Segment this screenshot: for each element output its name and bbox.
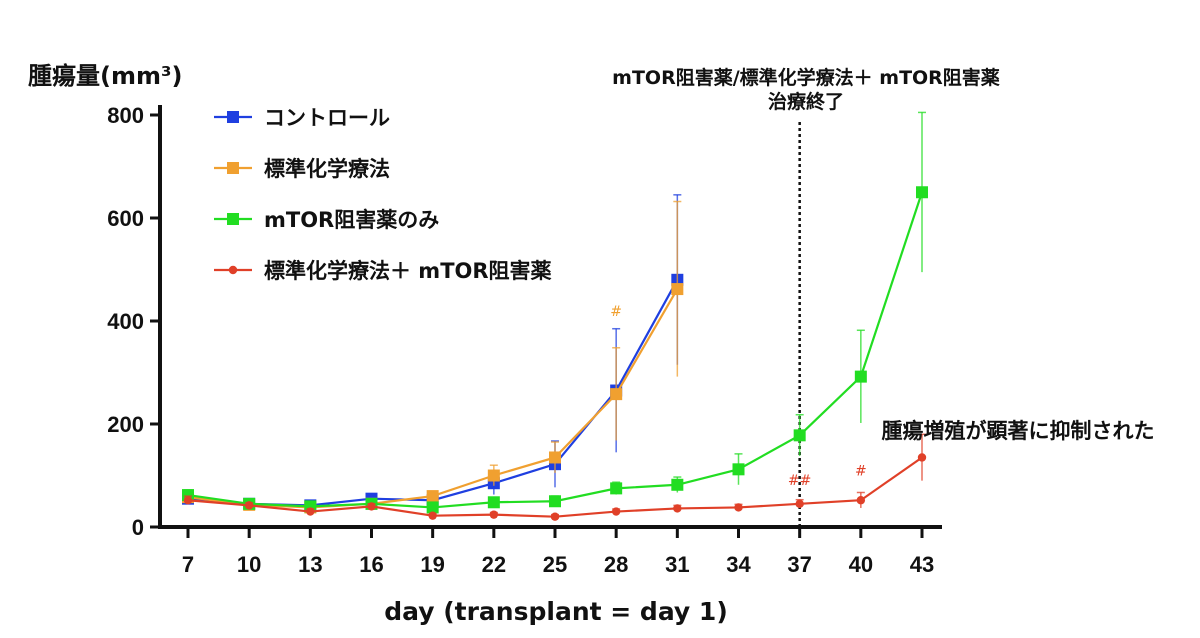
data-point	[426, 501, 439, 514]
legend-item-1: 標準化学療法	[214, 157, 390, 181]
legend-label: 標準化学療法	[264, 157, 390, 181]
data-point	[428, 511, 437, 520]
data-point	[487, 496, 500, 509]
data-point	[550, 512, 560, 521]
y-axis-title: 腫瘍量(mm³)	[28, 62, 182, 90]
data-point	[244, 501, 254, 510]
x-tick-label: 43	[910, 552, 934, 577]
x-tick-label: 40	[849, 552, 873, 577]
data-point	[795, 499, 804, 509]
data-point	[671, 478, 684, 491]
y-tick-label: 800	[107, 103, 144, 128]
data-point	[917, 453, 927, 462]
data-point	[183, 496, 193, 505]
x-tick-label: 19	[420, 552, 444, 577]
x-tick-label: 22	[482, 552, 506, 577]
x-tick-label: 37	[787, 552, 811, 577]
data-point	[793, 429, 806, 442]
series-group	[182, 111, 928, 521]
legend-marker	[227, 111, 239, 123]
data-point	[549, 451, 561, 464]
data-point	[610, 482, 623, 495]
series-0	[182, 194, 684, 512]
series-2	[182, 111, 928, 514]
data-point	[734, 503, 743, 512]
series-1	[182, 200, 684, 514]
data-point	[732, 463, 745, 476]
y-tick-label: 400	[107, 309, 144, 334]
y-tick-label: 600	[107, 206, 144, 231]
series-line	[187, 279, 679, 507]
significance-mark: #	[610, 304, 622, 320]
annotations: ####	[610, 304, 866, 489]
data-point	[916, 186, 928, 199]
x-tick-label: 10	[237, 552, 261, 577]
legend-label: mTOR阻害薬のみ	[264, 208, 439, 232]
x-tick-label: 31	[665, 552, 689, 577]
significance-mark: #	[855, 464, 867, 480]
legend-marker	[228, 265, 238, 275]
suppression-callout: 腫瘍増殖が顕著に抑制された	[882, 419, 1155, 443]
x-tick-label: 34	[726, 552, 751, 577]
legend-label: コントロール	[264, 106, 390, 130]
treatment-end-label-line2: 治療終了	[768, 90, 844, 113]
data-point	[611, 507, 621, 516]
series-line	[187, 288, 679, 509]
legend-label: 標準化学療法＋ mTOR阻害薬	[264, 259, 552, 283]
data-point	[487, 469, 500, 482]
data-point	[306, 507, 315, 516]
treatment-end-label-line1: mTOR阻害薬/標準化学療法＋ mTOR阻害薬	[612, 66, 1000, 89]
legend-item-2: mTOR阻害薬のみ	[214, 208, 439, 232]
legend-marker	[227, 213, 239, 225]
data-point	[671, 283, 684, 296]
series-3	[183, 433, 927, 521]
legend-item-3: 標準化学療法＋ mTOR阻害薬	[214, 259, 552, 283]
x-tick-label: 13	[298, 552, 322, 577]
legend-marker	[227, 162, 239, 174]
legend-item-0: コントロール	[214, 106, 390, 130]
data-point	[673, 504, 682, 513]
x-tick-label: 7	[182, 552, 194, 577]
y-tick-label: 0	[132, 515, 144, 540]
x-tick-label: 16	[359, 552, 383, 577]
significance-mark: ##	[788, 473, 811, 489]
data-point	[854, 370, 867, 383]
data-point	[367, 502, 376, 511]
x-tick-label: 25	[543, 552, 567, 577]
x-axis-title: day (transplant = day 1)	[384, 597, 728, 626]
data-point	[856, 496, 866, 505]
axes	[150, 105, 942, 538]
data-point	[426, 490, 439, 503]
tick-labels: 0 200 400 600 800 7 10 13 16 19 22 25 28 31 34 37 40 43	[107, 103, 934, 577]
y-tick-label: 200	[107, 412, 144, 437]
data-point	[610, 388, 623, 401]
data-point	[549, 495, 561, 508]
x-tick-label: 28	[604, 552, 628, 577]
data-point	[489, 510, 499, 519]
